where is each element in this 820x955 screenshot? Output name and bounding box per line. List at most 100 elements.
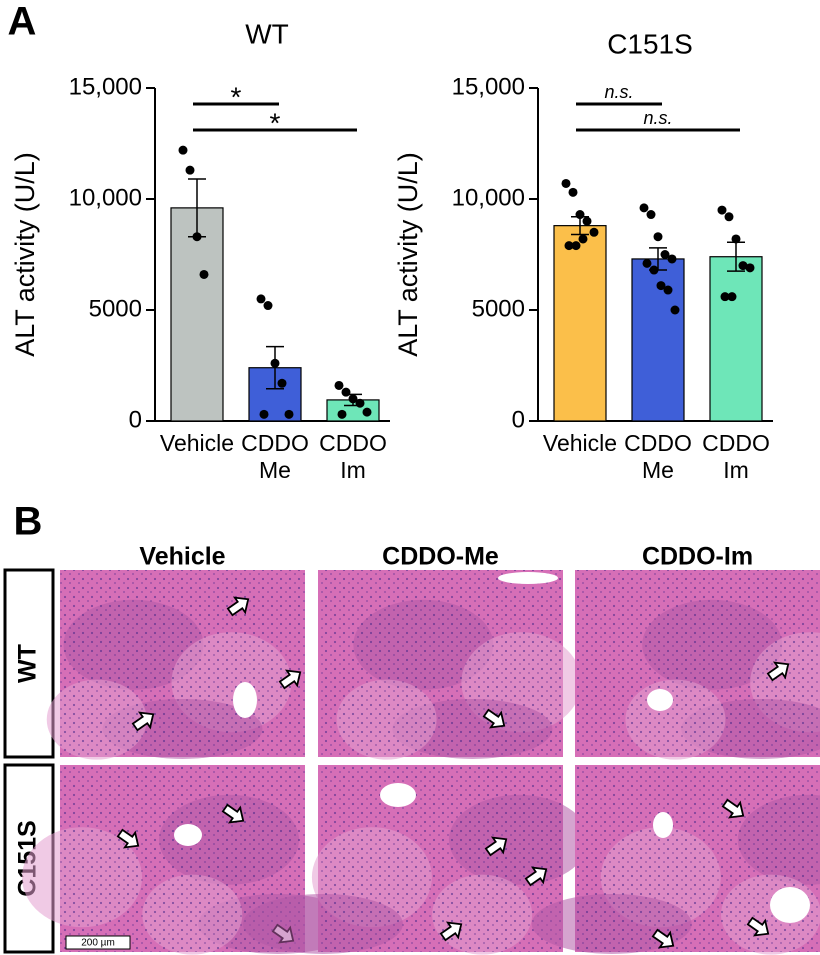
bar [170,207,224,422]
data-point [192,232,202,242]
bar [709,256,763,422]
scale-bar-label: 200 µm [81,938,115,949]
data-point [277,378,287,388]
x-tick-label: Vehicle [160,430,234,456]
data-point [663,285,673,295]
arrow [439,921,463,942]
data-point [564,241,574,251]
data-point [341,387,351,397]
vessel [380,783,416,807]
data-point [639,203,649,213]
arrow [721,798,745,819]
data-point [199,269,209,279]
arrow [116,828,140,849]
nuclei [575,765,820,952]
y-tick-label: 5000 [89,295,142,322]
arrow [278,669,302,690]
x-tick-label: CDDO [702,430,770,456]
x-tick-label: Vehicle [543,430,617,456]
histology-image [531,765,820,955]
data-point [263,301,273,311]
vessel [770,887,810,923]
significance-label: n.s. [604,82,633,102]
data-point [642,258,652,268]
data-point [259,409,269,419]
data-point [284,409,294,419]
data-point [185,165,195,175]
scale-bar-box [65,935,131,950]
data-point [745,263,755,273]
arrow [226,596,250,617]
data-point [724,212,734,222]
data-point [571,241,581,251]
vessel [233,682,257,718]
nuclei [318,765,563,952]
data-point [656,281,666,291]
vessel [498,572,558,584]
data-point [667,254,677,264]
arrow [221,803,245,824]
data-point [270,358,280,368]
y-tick-label: 15,000 [69,73,142,100]
data-point [653,232,663,242]
histology-image [22,765,359,955]
nuclei [60,570,305,757]
y-tick-label: 0 [129,406,142,433]
significance-label: * [231,81,242,112]
y-axis-label: ALT activity (U/L) [10,152,40,357]
data-point [337,409,347,419]
vessel [653,812,673,838]
column-header: Vehicle [139,543,225,571]
histology-image [575,570,820,760]
arrow [746,916,770,937]
data-point [727,292,737,302]
y-tick-label: 10,000 [69,184,142,211]
data-point [646,210,656,220]
column-header: CDDO-Im [642,543,753,571]
significance-label: * [270,107,281,138]
arrow [766,661,790,682]
x-tick-label: CDDO [241,430,309,456]
data-point [582,216,592,226]
data-point [670,305,680,315]
x-tick-label: Im [340,457,366,483]
data-point [589,227,599,237]
panel-label: B [14,500,43,544]
chart-title: C151S [607,28,693,59]
data-point [738,261,748,271]
histology-image [46,570,305,760]
bar [553,225,607,422]
histology-image [242,765,589,955]
histology-image [318,570,582,760]
x-tick-label: Me [642,457,674,483]
y-tick-label: 10,000 [452,184,525,211]
data-point [362,407,372,417]
x-tick-label: CDDO [319,430,387,456]
arrow [131,711,155,732]
column-header: CDDO-Me [382,543,499,571]
data-point [578,234,588,244]
y-axis-label: ALT activity (U/L) [393,152,423,357]
x-tick-label: Me [259,457,291,483]
arrow [482,708,506,729]
data-point [568,187,578,197]
arrow [651,928,675,949]
arrow [524,866,548,887]
x-tick-label: CDDO [624,430,692,456]
data-point [348,394,358,404]
y-tick-label: 0 [512,406,525,433]
panel-label: A [8,0,37,44]
vessel [647,689,673,711]
chart-title: WT [245,18,289,49]
data-point [720,292,730,302]
data-point [731,234,741,244]
arrow [484,836,508,857]
data-point [660,250,670,259]
data-point [178,145,188,155]
data-point [334,380,344,390]
data-point [561,178,571,188]
y-tick-label: 5000 [472,295,525,322]
data-point [256,294,266,304]
